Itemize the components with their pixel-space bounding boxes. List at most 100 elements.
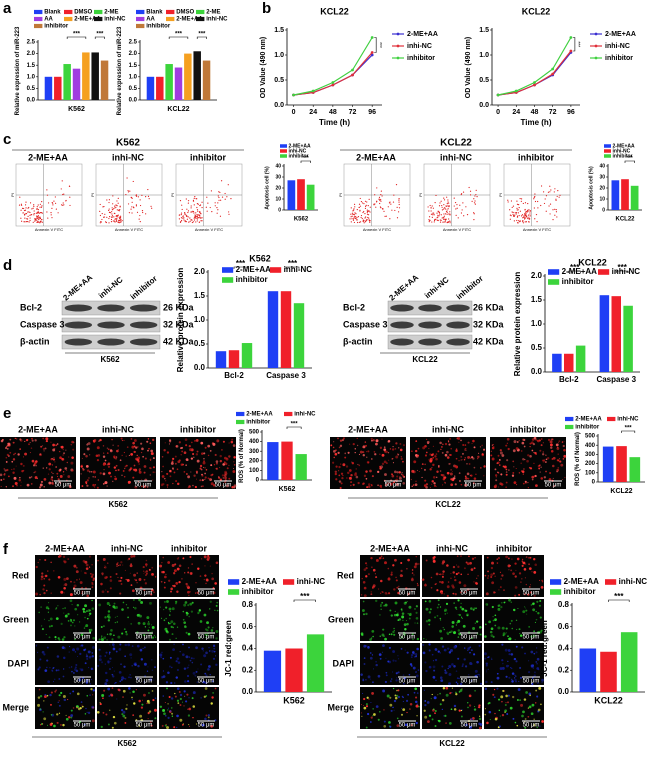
cell-signal bbox=[58, 450, 61, 453]
cell-signal bbox=[424, 704, 427, 707]
cell-signal bbox=[71, 670, 73, 673]
group-header: 2-ME+AA bbox=[18, 424, 58, 434]
cell-signal bbox=[167, 671, 170, 675]
cell-signal bbox=[455, 693, 458, 696]
cell-signal bbox=[35, 645, 38, 647]
cell-signal bbox=[143, 646, 146, 649]
blot-row-label: Caspase 3 bbox=[20, 319, 65, 329]
cell-signal bbox=[209, 608, 211, 610]
cell-signal bbox=[196, 472, 198, 474]
legend-swatch bbox=[604, 144, 611, 148]
cell-signal bbox=[505, 473, 508, 476]
cell-signal bbox=[385, 674, 388, 677]
flow-event bbox=[466, 214, 469, 216]
cell-signal bbox=[390, 571, 393, 574]
flow-event bbox=[514, 212, 516, 214]
cell-signal bbox=[442, 627, 444, 629]
flow-event bbox=[516, 209, 518, 211]
flow-event bbox=[367, 214, 370, 216]
flow-event bbox=[38, 217, 40, 219]
cell-signal bbox=[481, 453, 484, 456]
cell-signal bbox=[35, 464, 37, 467]
blot-row-label: Bcl-2 bbox=[343, 302, 365, 312]
flow-event bbox=[39, 216, 41, 218]
y-tick-label: 0.4 bbox=[558, 644, 570, 653]
cell-signal bbox=[370, 591, 373, 593]
cell-signal bbox=[510, 667, 513, 670]
cell-signal bbox=[80, 473, 82, 475]
cell-signal bbox=[384, 473, 387, 477]
flow-event bbox=[469, 194, 472, 196]
flow-event bbox=[438, 205, 441, 207]
cell-signal bbox=[17, 453, 20, 456]
flow-event bbox=[180, 217, 183, 219]
cell-signal bbox=[31, 459, 35, 463]
cell-signal bbox=[134, 578, 136, 581]
cell-signal bbox=[201, 723, 205, 727]
y-tick-label: 2.5 bbox=[129, 40, 138, 46]
flow-event bbox=[527, 214, 530, 216]
flow-event bbox=[210, 190, 212, 192]
flow-x-label: Annexin V FITC bbox=[115, 227, 143, 232]
cell-signal bbox=[398, 618, 401, 621]
y-tick-label: 0.5 bbox=[274, 77, 284, 84]
cell-signal bbox=[91, 583, 94, 586]
cell-signal bbox=[67, 612, 70, 616]
cell-signal bbox=[56, 475, 59, 478]
cell-signal bbox=[518, 472, 521, 474]
cell-signal bbox=[360, 712, 363, 714]
flow-event bbox=[537, 200, 539, 203]
cell-signal bbox=[365, 705, 369, 708]
flow-event bbox=[113, 212, 115, 214]
cell-signal bbox=[163, 477, 166, 480]
cell-signal bbox=[524, 726, 527, 729]
flow-event bbox=[181, 208, 183, 211]
cell-signal bbox=[488, 620, 492, 624]
cell-signal bbox=[58, 638, 61, 641]
cell-signal bbox=[43, 618, 45, 620]
flow-event bbox=[224, 198, 226, 200]
cell-signal bbox=[454, 475, 456, 477]
cell-signal bbox=[209, 600, 212, 603]
cell-signal bbox=[173, 471, 176, 474]
cell-signal bbox=[459, 606, 462, 609]
cell-signal bbox=[363, 644, 367, 648]
flow-event bbox=[137, 196, 139, 198]
cell-signal bbox=[424, 454, 428, 457]
cell-signal bbox=[332, 446, 335, 449]
cell-signal bbox=[11, 460, 14, 463]
cell-signal bbox=[352, 443, 355, 446]
cell-signal bbox=[415, 605, 418, 608]
cell-signal bbox=[519, 699, 521, 701]
flow-event bbox=[33, 212, 35, 215]
cell-signal bbox=[375, 663, 378, 667]
cell-signal bbox=[104, 682, 108, 686]
cell-signal bbox=[40, 575, 44, 579]
cell-signal bbox=[397, 453, 400, 456]
cell-signal bbox=[104, 663, 106, 665]
cell-signal bbox=[389, 448, 392, 450]
cell-signal bbox=[487, 575, 490, 577]
cell-signal bbox=[182, 618, 185, 621]
cell-signal bbox=[337, 437, 339, 440]
cell-signal bbox=[128, 557, 131, 560]
flow-event bbox=[60, 188, 62, 190]
cell-signal bbox=[69, 593, 73, 597]
flow-event bbox=[127, 203, 130, 205]
cell-signal bbox=[132, 441, 135, 445]
cell-signal bbox=[461, 617, 463, 619]
cell-signal bbox=[53, 724, 56, 728]
flow-event bbox=[129, 190, 131, 192]
cell-signal bbox=[531, 478, 534, 481]
legend-swatch bbox=[548, 279, 560, 285]
cell-signal bbox=[190, 657, 193, 660]
cell-signal bbox=[470, 718, 473, 721]
cell-signal bbox=[207, 556, 210, 560]
scale-bar-label: 50 μm bbox=[74, 635, 91, 641]
cell-signal bbox=[86, 447, 90, 451]
flow-event bbox=[428, 221, 430, 223]
cell-signal bbox=[429, 453, 432, 456]
cell-signal bbox=[528, 466, 531, 469]
cell-signal bbox=[486, 556, 489, 559]
cell-signal bbox=[215, 467, 219, 470]
